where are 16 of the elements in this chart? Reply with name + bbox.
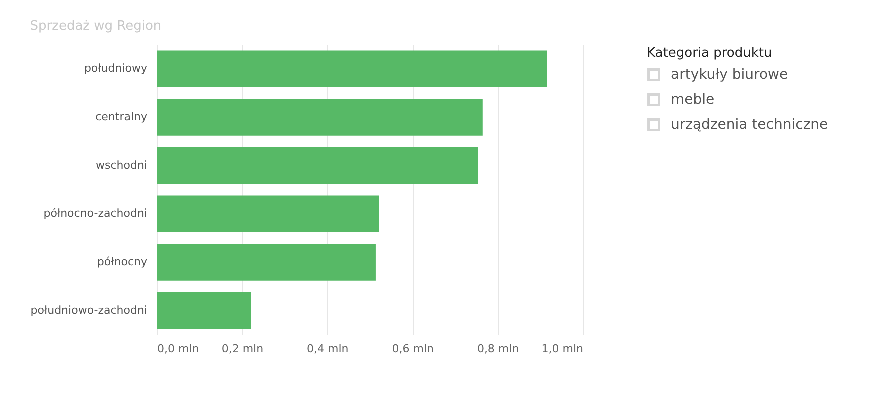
y-tick-label: południowy: [84, 62, 148, 76]
x-tick-label: 0,4 mln: [307, 342, 349, 356]
y-tick-label: północno-zachodni: [44, 207, 148, 220]
y-tick-label: południowo-zachodni: [30, 304, 148, 317]
legend-title: Kategoria produktu: [647, 46, 772, 61]
y-tick-label: wschodni: [96, 158, 148, 172]
y-tick-label: północny: [97, 256, 148, 268]
x-tick-label: 0,2 mln: [222, 342, 264, 356]
x-tick-label: 0,6 mln: [392, 342, 434, 356]
x-tick-label: 1,0 mln: [542, 342, 584, 356]
y-tick-label: centralny: [96, 110, 148, 124]
text: urządzenia techniczne: [671, 117, 828, 133]
x-tick-label: 0,8 mln: [477, 342, 520, 356]
text: artykuły biurowe: [671, 67, 788, 83]
x-tick-label: 0,0 mln: [158, 342, 200, 356]
text: meble: [671, 92, 715, 108]
